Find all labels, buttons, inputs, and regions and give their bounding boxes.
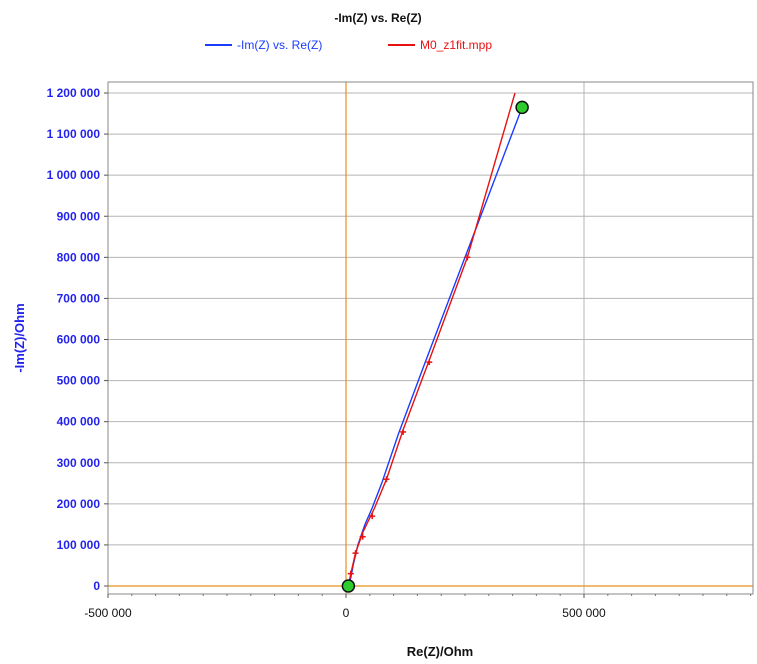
fit-marker bbox=[347, 570, 354, 577]
y-tick-label: 1 100 000 bbox=[47, 127, 101, 141]
highlight-point bbox=[515, 100, 529, 115]
legend-label-series-2: M0_z1fit.mpp bbox=[420, 38, 492, 52]
y-tick-label: 200 000 bbox=[57, 497, 101, 511]
y-tick-label: 1 000 000 bbox=[47, 168, 101, 182]
x-axis-ticks: -500 000 0 500 000 bbox=[84, 594, 752, 620]
legend-label-series-1: -Im(Z) vs. Re(Z) bbox=[237, 38, 322, 52]
fit-marker bbox=[369, 513, 376, 520]
highlighted-points bbox=[341, 100, 529, 593]
y-tick-label: 600 000 bbox=[57, 333, 101, 347]
zero-lines bbox=[108, 82, 753, 594]
x-tick-label: -500 000 bbox=[84, 606, 132, 620]
y-tick-label: 800 000 bbox=[57, 250, 101, 264]
x-tick-label: 0 bbox=[343, 606, 350, 620]
fit-marker bbox=[400, 428, 407, 435]
y-tick-label: 700 000 bbox=[57, 291, 101, 305]
highlight-point bbox=[341, 579, 356, 593]
y-tick-label: 900 000 bbox=[57, 209, 101, 223]
y-tick-label: 300 000 bbox=[57, 456, 101, 470]
plot-frame bbox=[107, 81, 754, 595]
chart-title: -Im(Z) vs. Re(Z) bbox=[334, 11, 421, 25]
fit-marker bbox=[464, 254, 471, 261]
series-line-1 bbox=[347, 107, 523, 587]
series-lines bbox=[347, 92, 523, 587]
series-line-2 bbox=[347, 92, 516, 587]
x-axis-label: Re(Z)/Ohm bbox=[407, 644, 473, 659]
fit-marker bbox=[359, 533, 366, 540]
y-axis-ticks: 0 100 000 200 000 300 000 400 000 500 000 600 … bbox=[47, 86, 108, 593]
y-tick-label: 0 bbox=[93, 579, 100, 593]
fit-markers bbox=[347, 254, 471, 577]
y-axis-label: -Im(Z)/Ohm bbox=[12, 303, 27, 372]
fit-marker bbox=[352, 550, 359, 557]
y-tick-label: 400 000 bbox=[57, 415, 101, 429]
fit-marker bbox=[426, 359, 433, 366]
y-tick-label: 500 000 bbox=[57, 374, 101, 388]
fit-marker bbox=[383, 476, 390, 483]
grid-lines bbox=[107, 82, 753, 594]
legend: -Im(Z) vs. Re(Z) M0_z1fit.mpp bbox=[205, 38, 492, 52]
x-tick-label: 500 000 bbox=[562, 606, 606, 620]
y-tick-label: 100 000 bbox=[57, 538, 101, 552]
y-tick-label: 1 200 000 bbox=[47, 86, 101, 100]
